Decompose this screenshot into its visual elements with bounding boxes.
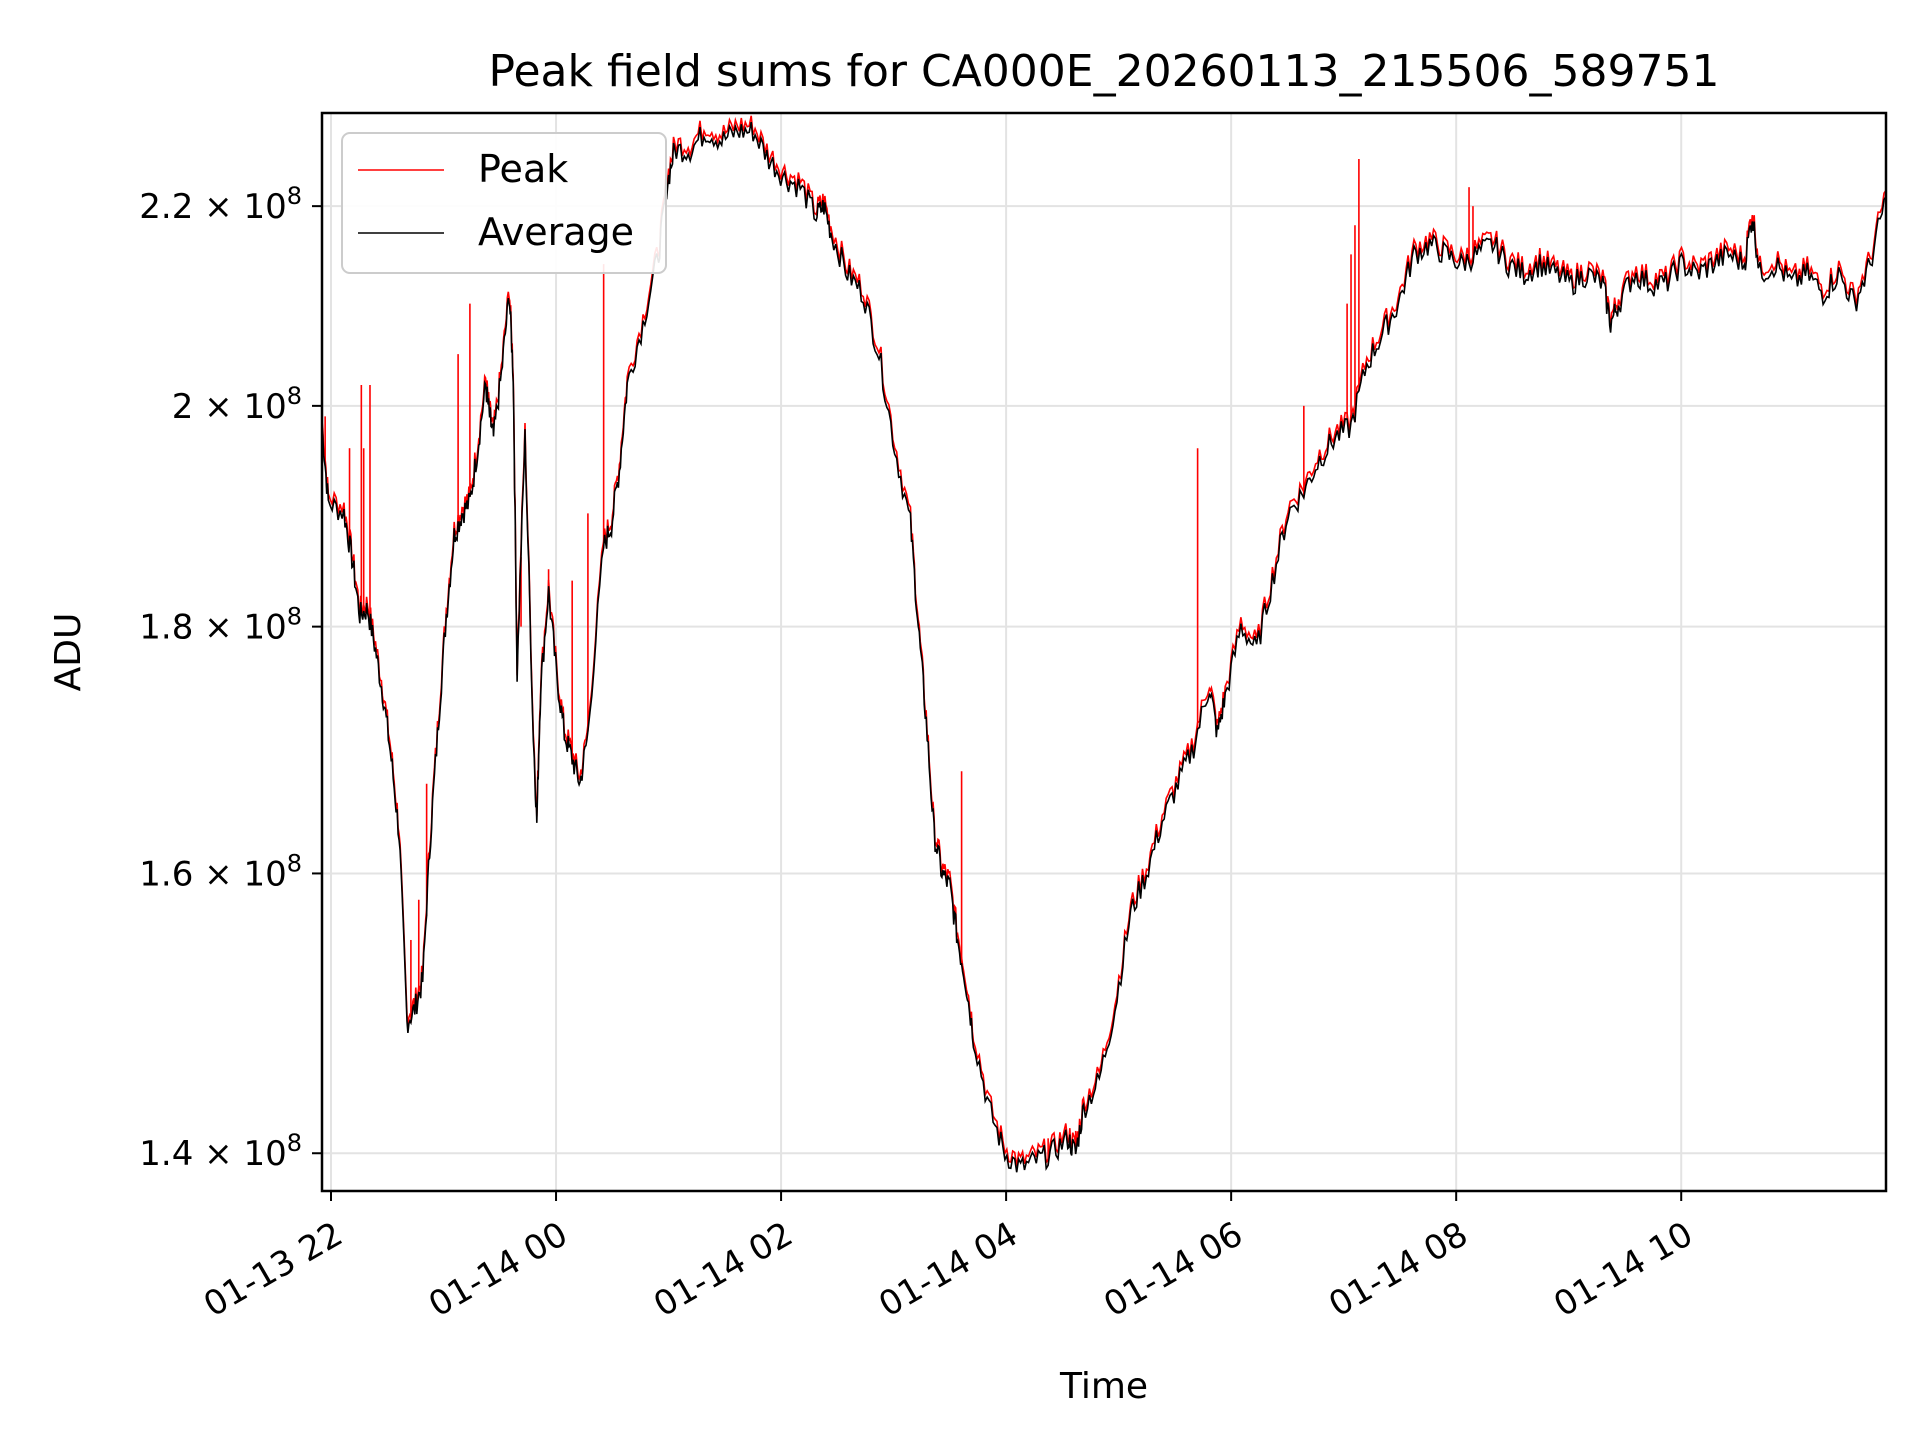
x-tick-label: 01-14 04 xyxy=(872,1214,1024,1325)
average-series-line xyxy=(322,121,1886,1173)
x-tick-label: 01-14 10 xyxy=(1547,1214,1699,1325)
x-tick-label: 01-14 02 xyxy=(647,1214,799,1325)
x-tick-label: 01-14 06 xyxy=(1097,1214,1249,1325)
y-axis: 1.4 × 108 1.6 × 108 1.8 × 108 2 × 108 2.2 × … xyxy=(139,182,322,1174)
y-tick-label: 1.8 × 108 xyxy=(139,603,302,648)
x-tick-label: 01-14 00 xyxy=(422,1214,574,1325)
y-tick-label: 2 × 108 xyxy=(172,382,302,427)
y-tick-label: 1.6 × 108 xyxy=(139,849,302,894)
y-tick-label: 2.2 × 108 xyxy=(139,182,302,227)
legend-box xyxy=(341,132,667,274)
plot-clip-group xyxy=(322,115,1886,1173)
legend: Peak Average xyxy=(341,132,667,274)
x-tick-label: 01-14 08 xyxy=(1322,1214,1474,1325)
x-axis: 01-13 22 01-14 00 01-14 02 01-14 04 01-14 06… xyxy=(197,1191,1700,1325)
x-axis-label: Time xyxy=(1059,1366,1148,1407)
chart-title: Peak field sums for CA000E_20260113_2155… xyxy=(489,46,1720,97)
legend-peak-label: Peak xyxy=(478,147,568,191)
plot-layer xyxy=(322,115,1886,1173)
y-tick-label: 1.4 × 108 xyxy=(139,1129,302,1174)
legend-average-label: Average xyxy=(478,210,634,254)
plot-frame xyxy=(320,111,1888,1193)
y-axis-label: ADU xyxy=(48,613,89,692)
x-tick-label: 01-13 22 xyxy=(197,1214,349,1325)
